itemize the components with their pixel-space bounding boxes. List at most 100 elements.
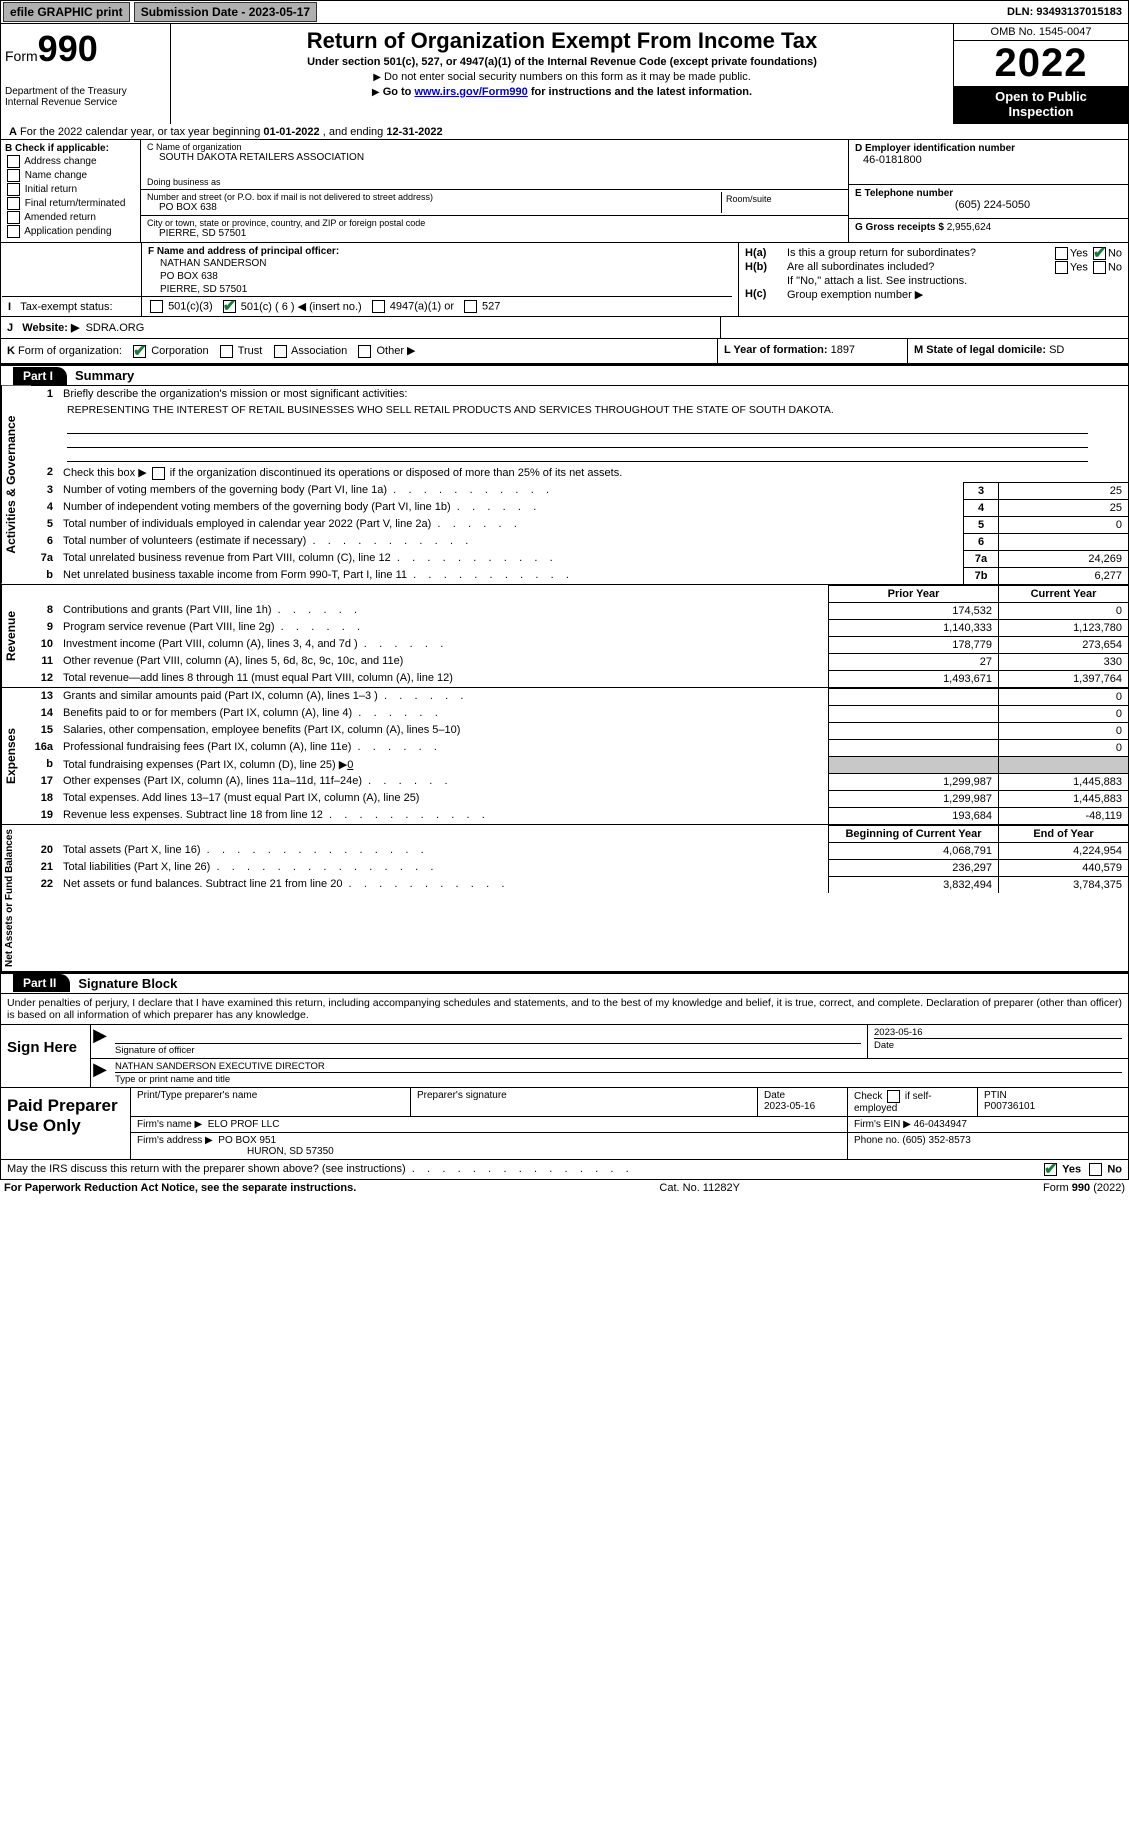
val-line7b: 6,277	[998, 567, 1128, 584]
fundraising-expenses: 0	[347, 759, 353, 771]
cur-line19: -48,119	[998, 807, 1128, 824]
val-line3: 25	[998, 482, 1128, 499]
section-net-assets: Net Assets or Fund Balances Beginning of…	[0, 825, 1129, 972]
arrow-icon: ▶	[91, 1025, 109, 1046]
final-footer: For Paperwork Reduction Act Notice, see …	[0, 1180, 1129, 1196]
sidetab-revenue: Revenue	[1, 585, 31, 687]
prior-line8: 174,532	[828, 602, 998, 619]
irs-link[interactable]: www.irs.gov/Form990	[414, 86, 527, 98]
col-d-ein: D Employer identification number 46-0181…	[848, 140, 1128, 242]
ha-yes[interactable]	[1055, 247, 1068, 260]
org-city: PIERRE, SD 57501	[147, 228, 842, 239]
col-h-group: H(a) Is this a group return for subordin…	[738, 243, 1128, 317]
check-501c[interactable]	[223, 300, 236, 313]
tax-year: 2022	[954, 41, 1128, 86]
row-klm: K Form of organization: Corporation Trus…	[0, 339, 1129, 364]
prior-line12: 1,493,671	[828, 670, 998, 687]
prior-line15	[828, 722, 998, 739]
prior-line14	[828, 705, 998, 722]
paid-preparer-block: Paid Preparer Use Only Print/Type prepar…	[0, 1088, 1129, 1160]
prior-line9: 1,140,333	[828, 619, 998, 636]
form-title: Return of Organization Exempt From Incom…	[177, 28, 947, 54]
cur-line21: 440,579	[998, 859, 1128, 876]
efile-print-button[interactable]: efile GRAPHIC print	[3, 2, 130, 22]
block-fh: F Name and address of principal officer:…	[0, 243, 1129, 318]
firm-ein: 46-0434947	[914, 1119, 967, 1130]
firm-address: PO BOX 951	[218, 1135, 276, 1146]
sign-here-block: Sign Here ▶ Signature of officer 2023-05…	[0, 1024, 1129, 1088]
sidetab-activities: Activities & Governance	[1, 386, 31, 584]
form-number: 990	[38, 28, 98, 69]
ein-value: 46-0181800	[855, 154, 1122, 166]
prior-line17: 1,299,987	[828, 773, 998, 790]
tax-exempt-status: I Tax-exempt status: 501(c)(3) 501(c) ( …	[2, 296, 732, 314]
check-amended-return[interactable]	[7, 211, 20, 224]
check-trust[interactable]	[220, 345, 233, 358]
mission-text: REPRESENTING THE INTEREST OF RETAIL BUSI…	[31, 402, 1128, 418]
ha-no[interactable]	[1093, 247, 1106, 260]
prior-line16a	[828, 739, 998, 756]
check-application-pending[interactable]	[7, 225, 20, 238]
prior-line11: 27	[828, 653, 998, 670]
val-line7a: 24,269	[998, 550, 1128, 567]
prior-line10: 178,779	[828, 636, 998, 653]
col-b-checkboxes: B Check if applicable: Address change Na…	[1, 140, 141, 242]
cur-line11: 330	[998, 653, 1128, 670]
cur-line14: 0	[998, 705, 1128, 722]
discuss-no[interactable]	[1089, 1163, 1102, 1176]
cur-line20: 4,224,954	[998, 842, 1128, 859]
hb-yes[interactable]	[1055, 261, 1068, 274]
val-line4: 25	[998, 499, 1128, 516]
section-revenue: Revenue Prior YearCurrent Year 8Contribu…	[0, 585, 1129, 688]
check-final-return[interactable]	[7, 197, 20, 210]
check-discontinued[interactable]	[152, 467, 165, 480]
cur-line18: 1,445,883	[998, 790, 1128, 807]
val-line5: 0	[998, 516, 1128, 533]
section-expenses: Expenses 13Grants and similar amounts pa…	[0, 688, 1129, 825]
discuss-row: May the IRS discuss this return with the…	[0, 1160, 1129, 1180]
submission-date: Submission Date - 2023-05-17	[134, 2, 317, 22]
sign-date: 2023-05-16	[874, 1027, 1122, 1038]
prior-line13	[828, 688, 998, 705]
ssn-warning: Do not enter social security numbers on …	[384, 71, 751, 83]
cur-line13: 0	[998, 688, 1128, 705]
form-label: Form990	[5, 28, 166, 70]
org-address: PO BOX 638	[147, 202, 721, 213]
check-corporation[interactable]	[133, 345, 146, 358]
irs-label: Internal Revenue Service	[5, 97, 166, 108]
hb-no[interactable]	[1093, 261, 1106, 274]
cur-line8: 0	[998, 602, 1128, 619]
cur-line10: 273,654	[998, 636, 1128, 653]
dln-number: DLN: 93493137015183	[1001, 4, 1128, 20]
part-ii-header: Part II Signature Block	[0, 972, 1129, 994]
omb-number: OMB No. 1545-0047	[954, 24, 1128, 41]
prior-line20: 4,068,791	[828, 842, 998, 859]
check-name-change[interactable]	[7, 169, 20, 182]
check-527[interactable]	[464, 300, 477, 313]
prior-line18: 1,299,987	[828, 790, 998, 807]
check-address-change[interactable]	[7, 155, 20, 168]
sidetab-expenses: Expenses	[1, 688, 31, 824]
check-other[interactable]	[358, 345, 371, 358]
open-to-public: Open to PublicInspection	[954, 86, 1128, 124]
room-suite-label: Room/suite	[722, 192, 842, 213]
ptin-value: P00736101	[984, 1101, 1035, 1112]
block-bcd: B Check if applicable: Address change Na…	[0, 140, 1129, 243]
part-i-header: Part I Summary	[0, 364, 1129, 386]
prep-date: 2023-05-16	[764, 1101, 815, 1112]
prior-line19: 193,684	[828, 807, 998, 824]
check-initial-return[interactable]	[7, 183, 20, 196]
discuss-yes[interactable]	[1044, 1163, 1057, 1176]
prior-line21: 236,297	[828, 859, 998, 876]
check-501c3[interactable]	[150, 300, 163, 313]
check-4947a1[interactable]	[372, 300, 385, 313]
state-domicile: SD	[1049, 344, 1064, 356]
cur-line16a: 0	[998, 739, 1128, 756]
val-line6	[998, 533, 1128, 550]
check-self-employed[interactable]	[887, 1090, 900, 1103]
dept-treasury: Department of the Treasury	[5, 86, 166, 97]
year-formation: 1897	[831, 344, 855, 356]
section-activities-governance: Activities & Governance 1Briefly describ…	[0, 386, 1129, 585]
top-bar: efile GRAPHIC print Submission Date - 20…	[0, 0, 1129, 24]
check-association[interactable]	[274, 345, 287, 358]
